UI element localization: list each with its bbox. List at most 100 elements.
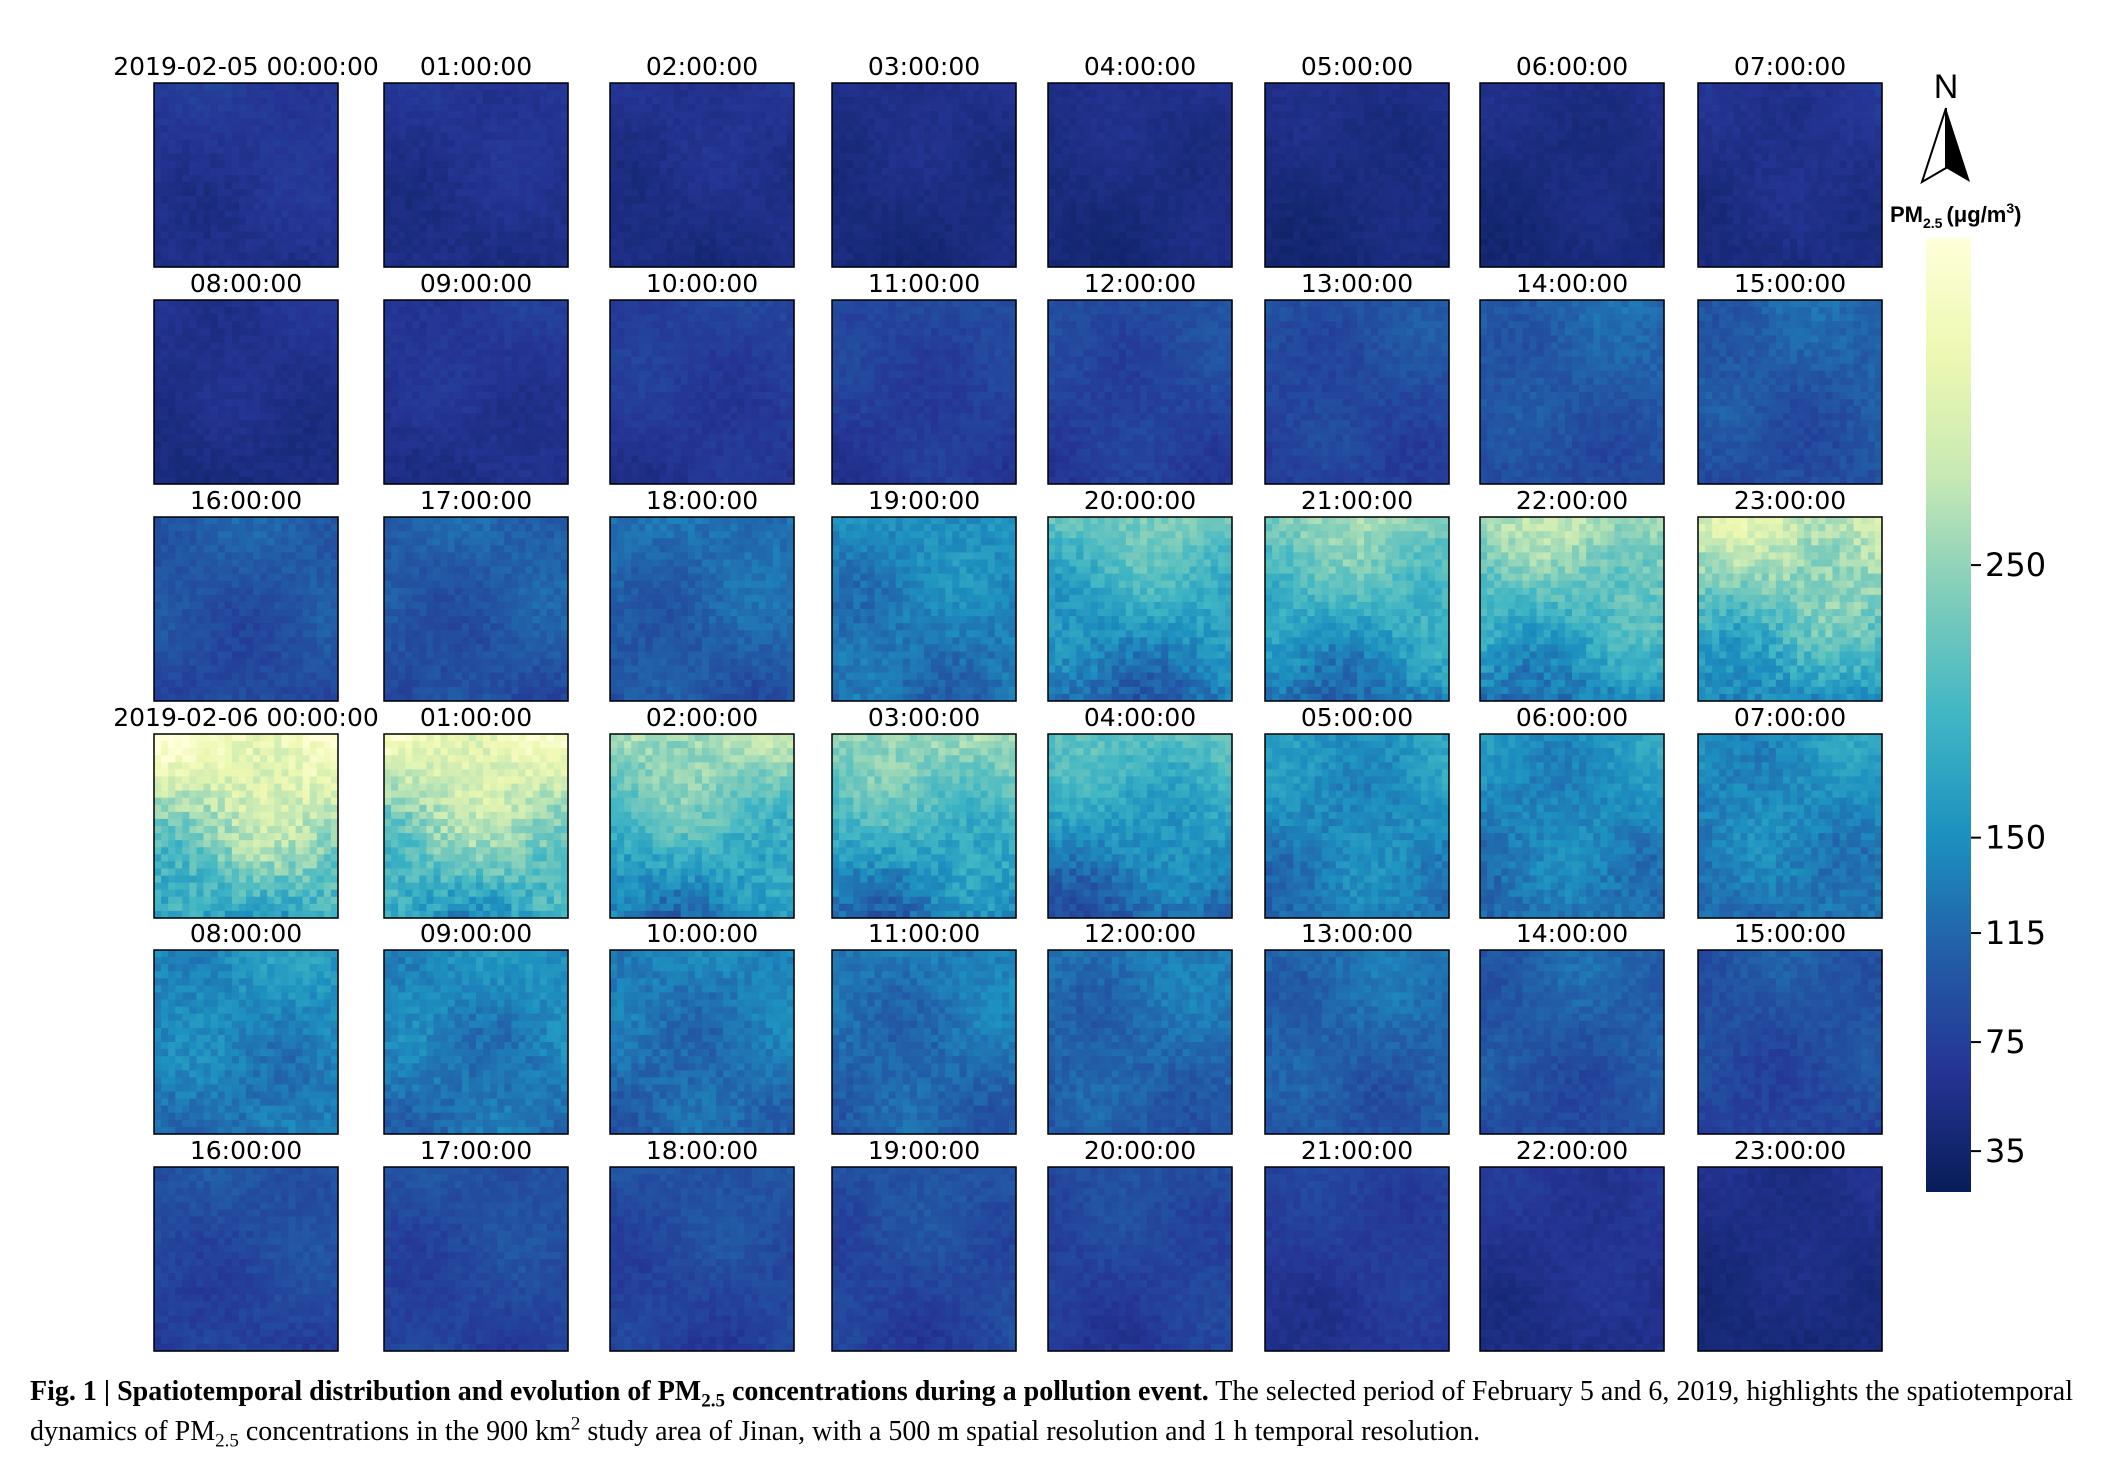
panel-frame [1047, 82, 1233, 268]
map-panel: 23:00:00 [1697, 1136, 1883, 1352]
map-panel: 16:00:00 [153, 1136, 339, 1352]
panel-frame [153, 733, 339, 919]
map-panel: 07:00:00 [1697, 52, 1883, 268]
figure-caption: Fig. 1 | Spatiotemporal distribution and… [30, 1372, 2100, 1452]
panel-title: 05:00:00 [1301, 52, 1413, 81]
map-panel: 22:00:00 [1479, 1136, 1665, 1352]
map-panel: 17:00:00 [383, 486, 569, 702]
colorbar-tick-label: 150 [1985, 819, 2046, 857]
panel-frame [609, 516, 795, 702]
panel-title: 2019-02-06 00:00:00 [113, 703, 379, 732]
panel-frame [609, 949, 795, 1135]
map-panel: 08:00:00 [153, 919, 339, 1135]
panel-frame [1047, 299, 1233, 485]
map-panel: 12:00:00 [1047, 269, 1233, 485]
colorbar-tick-label: 250 [1985, 546, 2046, 584]
panel-frame [609, 1166, 795, 1352]
panel-title: 12:00:00 [1084, 919, 1196, 948]
panel-title: 13:00:00 [1301, 919, 1413, 948]
panel-frame [383, 733, 569, 919]
panel-title: 08:00:00 [190, 269, 302, 298]
panel-title: 01:00:00 [420, 52, 532, 81]
panel-frame [1264, 1166, 1450, 1352]
map-panel: 20:00:00 [1047, 1136, 1233, 1352]
panel-title: 11:00:00 [868, 919, 980, 948]
panel-frame [1264, 733, 1450, 919]
map-panel: 16:00:00 [153, 486, 339, 702]
map-panel: 10:00:00 [609, 919, 795, 1135]
panel-title: 03:00:00 [868, 703, 980, 732]
panel-frame [1264, 299, 1450, 485]
panel-frame [383, 1166, 569, 1352]
panel-title: 03:00:00 [868, 52, 980, 81]
panel-title: 23:00:00 [1734, 1136, 1846, 1165]
panel-frame [1047, 516, 1233, 702]
panel-frame [1047, 1166, 1233, 1352]
map-panel: 19:00:00 [831, 486, 1017, 702]
panel-title: 08:00:00 [190, 919, 302, 948]
panel-title: 15:00:00 [1734, 269, 1846, 298]
panel-title: 21:00:00 [1301, 1136, 1413, 1165]
colorbar-tick-label: 115 [1985, 914, 2046, 952]
map-panel: 18:00:00 [609, 486, 795, 702]
map-panel: 09:00:00 [383, 919, 569, 1135]
panel-title: 01:00:00 [420, 703, 532, 732]
panel-frame [383, 82, 569, 268]
panel-title: 19:00:00 [868, 1136, 980, 1165]
map-panel: 07:00:00 [1697, 703, 1883, 919]
map-panel: 19:00:00 [831, 1136, 1017, 1352]
panel-frame [831, 299, 1017, 485]
map-panel: 05:00:00 [1264, 703, 1450, 919]
panel-title: 23:00:00 [1734, 486, 1846, 515]
map-panel: 05:00:00 [1264, 52, 1450, 268]
panel-title: 07:00:00 [1734, 703, 1846, 732]
panel-frame [153, 949, 339, 1135]
panel-frame [1697, 1166, 1883, 1352]
panel-title: 20:00:00 [1084, 486, 1196, 515]
panel-frame [1697, 516, 1883, 702]
panel-frame [1479, 733, 1665, 919]
north-label: N [1934, 68, 1959, 106]
panel-frame [1047, 733, 1233, 919]
panel-title: 18:00:00 [646, 486, 758, 515]
panel-frame [1264, 516, 1450, 702]
map-panel: 03:00:00 [831, 52, 1017, 268]
map-panel: 01:00:00 [383, 52, 569, 268]
map-panel: 06:00:00 [1479, 703, 1665, 919]
panel-title: 18:00:00 [646, 1136, 758, 1165]
map-panel: 14:00:00 [1479, 919, 1665, 1135]
panel-frame [831, 1166, 1017, 1352]
map-panel: 2019-02-05 00:00:00 [113, 52, 379, 268]
map-panel: 03:00:00 [831, 703, 1017, 919]
panel-title: 06:00:00 [1516, 703, 1628, 732]
map-panel: 22:00:00 [1479, 486, 1665, 702]
map-panel: 08:00:00 [153, 269, 339, 485]
panel-frame [831, 82, 1017, 268]
figure: 2019-02-05 00:00:00 01:00:00 02:00:00 03:00… [113, 52, 2046, 1352]
panel-title: 09:00:00 [420, 919, 532, 948]
map-panel: 13:00:00 [1264, 269, 1450, 485]
map-panel: 04:00:00 [1047, 52, 1233, 268]
panel-title: 11:00:00 [868, 269, 980, 298]
map-panel: 14:00:00 [1479, 269, 1665, 485]
panel-title: 12:00:00 [1084, 269, 1196, 298]
map-panel: 06:00:00 [1479, 52, 1665, 268]
map-panel: 04:00:00 [1047, 703, 1233, 919]
panel-title: 15:00:00 [1734, 919, 1846, 948]
map-panel: 15:00:00 [1697, 269, 1883, 485]
panel-frame [153, 299, 339, 485]
map-panel: 10:00:00 [609, 269, 795, 485]
panel-title: 22:00:00 [1516, 1136, 1628, 1165]
panel-frame [1697, 733, 1883, 919]
panel-title: 17:00:00 [420, 1136, 532, 1165]
panel-title: 22:00:00 [1516, 486, 1628, 515]
panel-frame [153, 516, 339, 702]
panel-frame [831, 516, 1017, 702]
panel-frame [153, 82, 339, 268]
panel-frame [1697, 299, 1883, 485]
panel-title: 07:00:00 [1734, 52, 1846, 81]
panel-frame [1479, 299, 1665, 485]
map-panel: 23:00:00 [1697, 486, 1883, 702]
panel-frame [1697, 949, 1883, 1135]
caption-bold: Fig. 1 | Spatiotemporal distribution and… [30, 1376, 1209, 1411]
